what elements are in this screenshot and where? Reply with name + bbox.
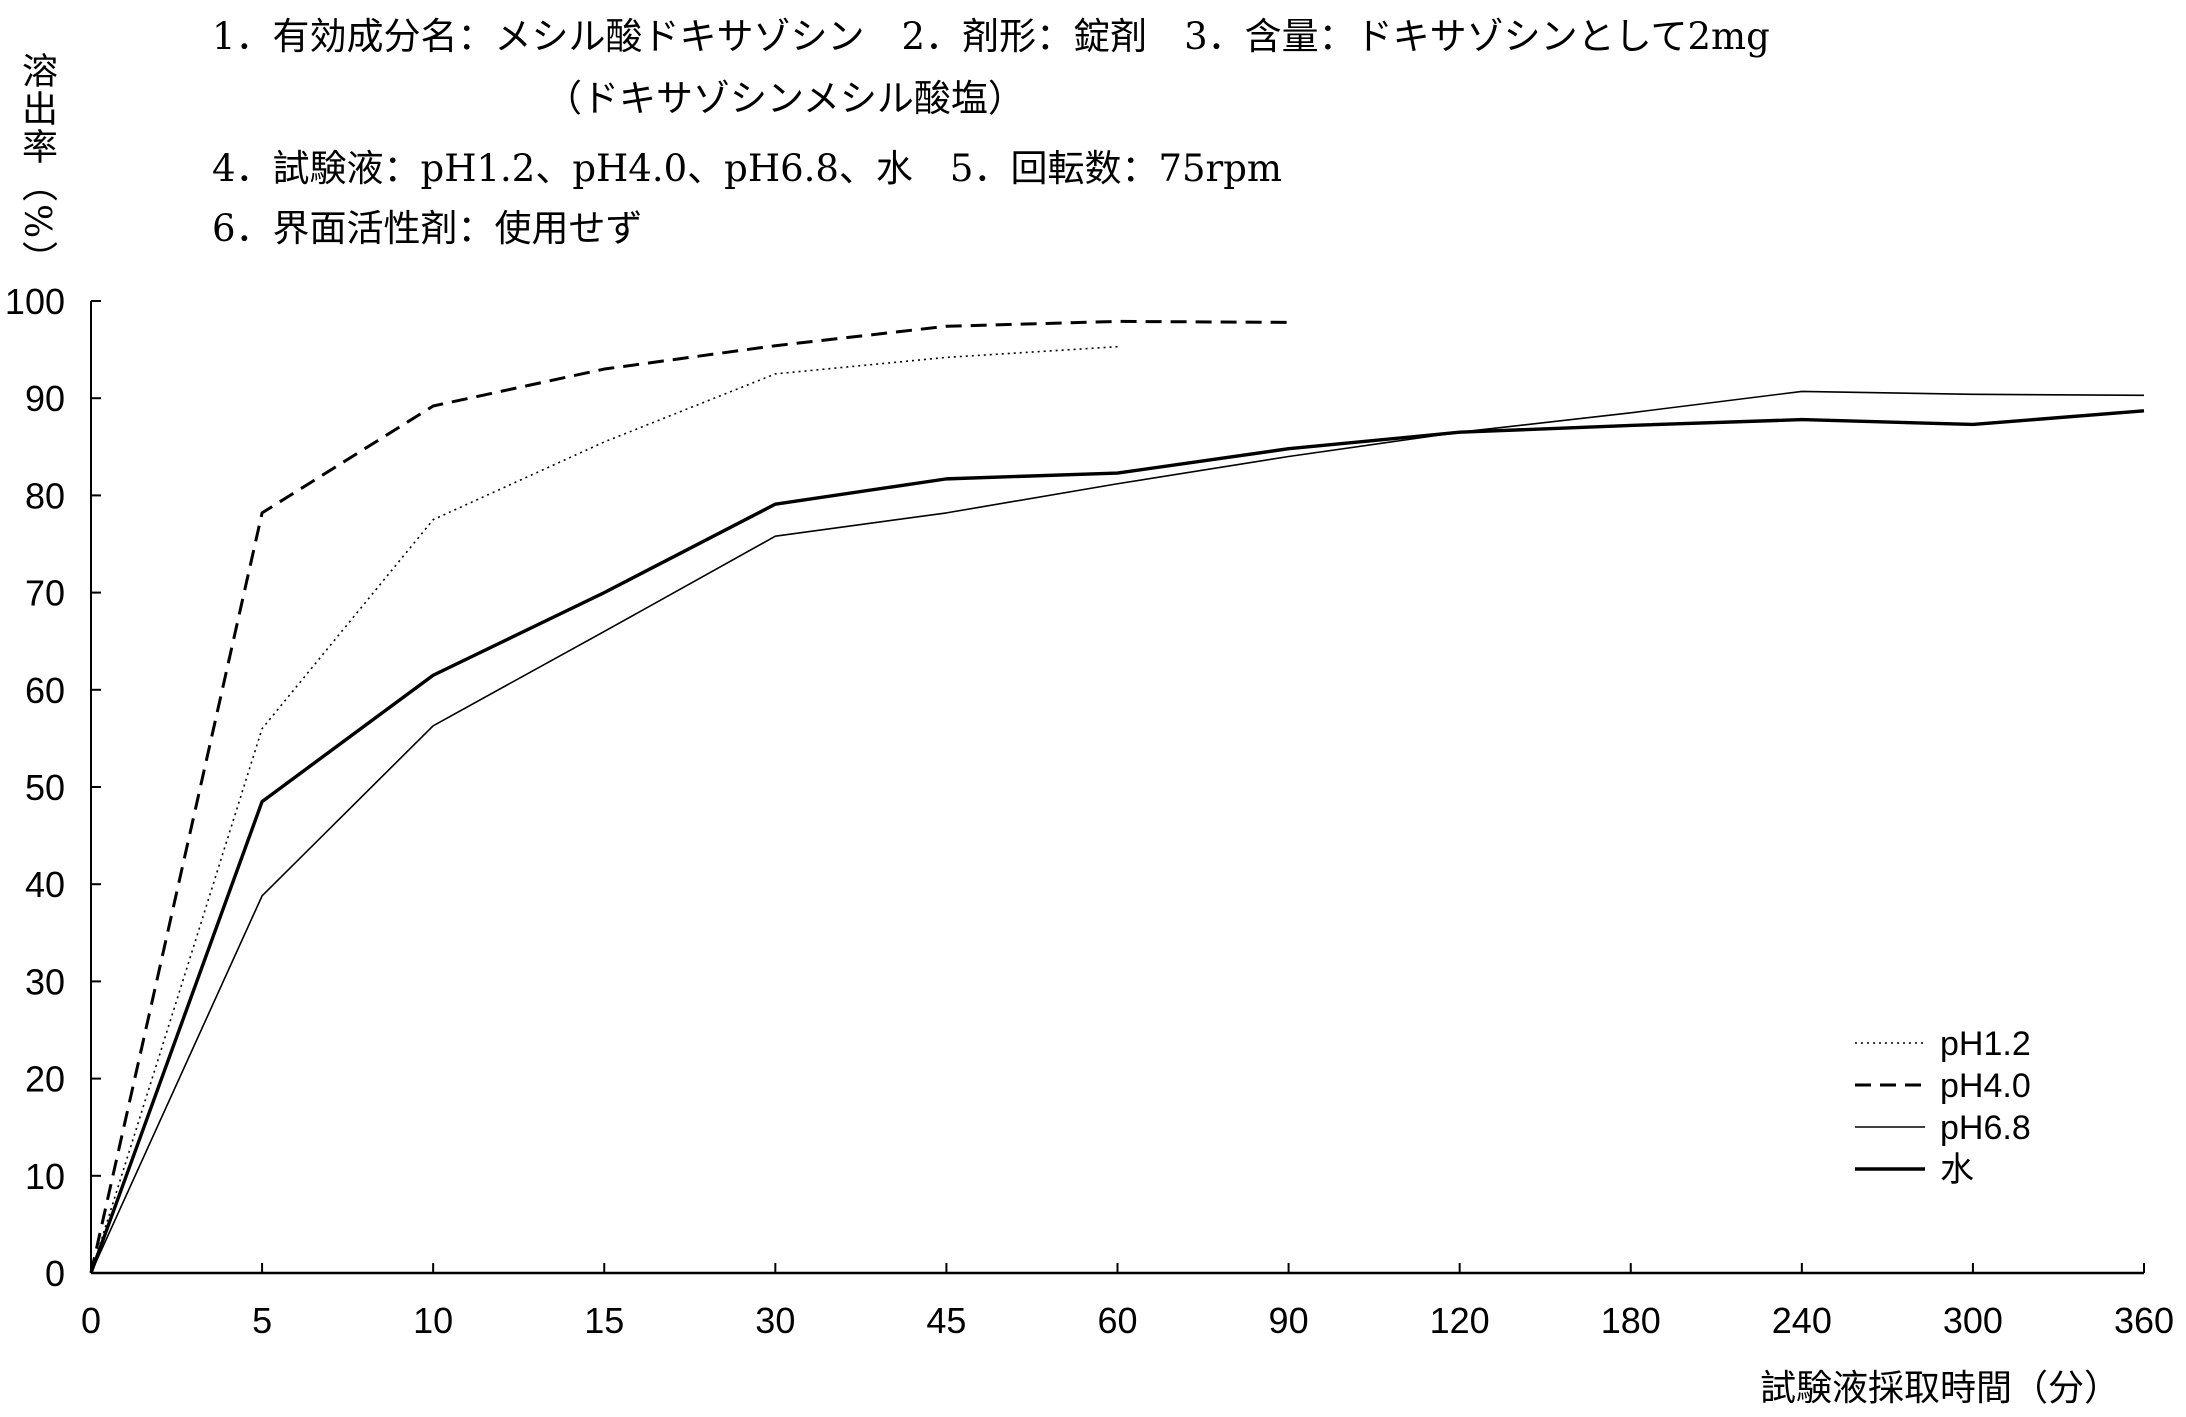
- x-tick-label: 60: [1097, 1300, 1137, 1341]
- header-line-3: 4．試験液：pH1.2、pH4.0、pH6.8、水 5．回転数：75rpm: [212, 147, 1282, 190]
- legend-label: pH4.0: [1940, 1067, 2031, 1105]
- x-tick-label: 120: [1430, 1300, 1490, 1341]
- x-axis-label: 試験液採取時間（分）: [1760, 1367, 2120, 1408]
- x-tick-label: 5: [252, 1300, 272, 1341]
- y-axis-label: 溶出率（%）: [16, 52, 57, 279]
- x-tick-label: 10: [413, 1300, 453, 1341]
- series-line-pH4.0: [89, 319, 1289, 1274]
- x-tick-label: 30: [755, 1300, 795, 1341]
- legend-label: pH6.8: [1940, 1109, 2031, 1147]
- y-tick-label: 40: [25, 864, 65, 905]
- y-tick-label: 50: [25, 767, 65, 808]
- series-line-pH6.8: [90, 390, 2145, 1274]
- y-tick-label: 100: [5, 281, 65, 322]
- series-line-pH1.2: [90, 345, 1118, 1274]
- header-line-4: 6．界面活性剤：使用せず: [212, 207, 643, 250]
- y-tick-label: 70: [25, 573, 65, 614]
- series-line-水: [89, 409, 2145, 1274]
- header-line-1: 1．有効成分名：メシル酸ドキサゾシン 2．剤形：錠剤 3．含量：ドキサゾシンとし…: [212, 15, 1770, 58]
- legend-label: pH1.2: [1940, 1025, 2031, 1063]
- x-tick-label: 360: [2114, 1300, 2174, 1341]
- x-tick-label: 180: [1601, 1300, 1661, 1341]
- y-tick-label: 80: [25, 475, 65, 516]
- x-tick-label: 240: [1772, 1300, 1832, 1341]
- x-tick-label: 15: [584, 1300, 624, 1341]
- header-line-2: （ドキサゾシンメシル酸塩）: [545, 77, 1025, 120]
- y-tick-label: 10: [25, 1156, 65, 1197]
- y-tick-label: 20: [25, 1059, 65, 1100]
- x-tick-label: 0: [81, 1300, 101, 1341]
- x-tick-label: 45: [926, 1300, 966, 1341]
- y-tick-label: 0: [45, 1253, 65, 1294]
- y-tick-label: 60: [25, 670, 65, 711]
- legend-label: 水: [1940, 1151, 1974, 1189]
- x-tick-label: 300: [1943, 1300, 2003, 1341]
- y-tick-label: 30: [25, 961, 65, 1002]
- y-tick-label: 90: [25, 378, 65, 419]
- x-tick-label: 90: [1269, 1300, 1309, 1341]
